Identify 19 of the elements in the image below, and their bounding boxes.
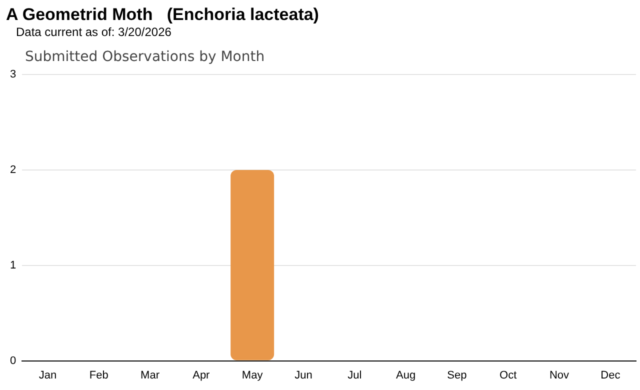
x-tick-label: Dec <box>600 369 621 382</box>
x-tick-label: Mar <box>140 369 160 382</box>
text: Submitted Observations by Month <box>25 49 265 65</box>
x-tick-label: Feb <box>89 369 108 382</box>
x-tick-label: Apr <box>192 369 210 382</box>
x-tick-label: Jun <box>294 369 312 382</box>
x-tick-label: Sep <box>447 369 467 382</box>
x-tick-label: Aug <box>396 369 416 382</box>
chart-title: A Geometrid Moth (Enchoria lacteata) <box>6 5 319 25</box>
chart-subtitle: Data current as of: 3/20/2026 <box>16 25 172 39</box>
y-tick-label: 2 <box>10 164 16 176</box>
x-tick-label: Jul <box>348 369 362 382</box>
x-tick-label: Jan <box>38 369 57 382</box>
y-tick-label: 3 <box>10 68 16 81</box>
x-tick-label: Nov <box>549 369 570 382</box>
x-tick-label: Oct <box>500 369 517 382</box>
y-tick-label: 0 <box>10 354 16 367</box>
x-tick-label: May <box>242 369 264 382</box>
y-tick-label: 1 <box>10 259 16 272</box>
